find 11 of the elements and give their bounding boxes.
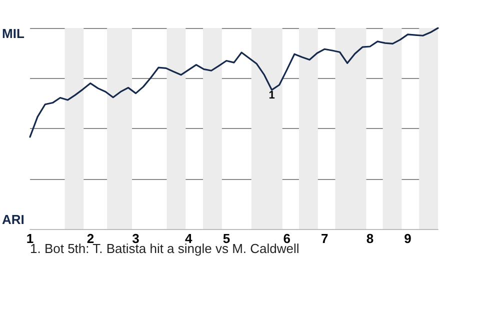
annotation: 1 [268, 89, 275, 102]
text: MIL [2, 26, 24, 41]
x-tick-label: 8 [366, 231, 374, 246]
x-tick-label: 9 [404, 231, 412, 246]
x-tick-label: 6 [283, 231, 291, 246]
text: ARI [2, 212, 24, 227]
x-tick-label: 2 [86, 231, 94, 246]
x-tick-label: 3 [132, 231, 140, 246]
x-tick-label: 4 [185, 231, 194, 246]
x-tick-label: 7 [321, 231, 328, 246]
x-tick-label: 5 [222, 231, 230, 246]
